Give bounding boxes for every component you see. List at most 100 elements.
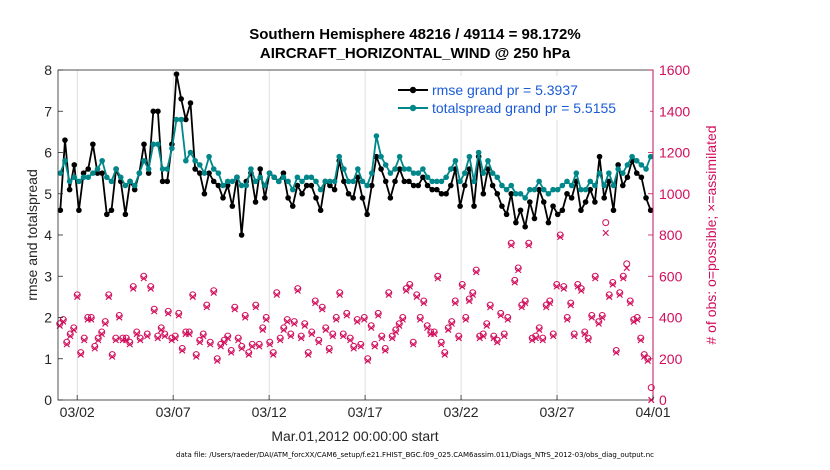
obs-assimilated-point <box>277 336 284 344</box>
totalspread-point <box>317 186 324 193</box>
obs-possible-point <box>73 291 81 299</box>
plot-area <box>58 70 653 400</box>
totalspread-point <box>513 190 519 197</box>
obs-assimilated-point <box>431 330 438 338</box>
obs-assimilated-point <box>480 332 487 340</box>
obs-assimilated-point <box>525 242 532 249</box>
obs-possible-point <box>623 260 631 268</box>
chart-subtitle: AIRCRAFT_HORIZONTAL_WIND @ 250 hPa <box>259 45 571 62</box>
obs-possible-point <box>357 340 365 348</box>
rmse-point <box>155 108 161 115</box>
obs-assimilated-point <box>536 326 543 334</box>
y2-tick-label: 1400 <box>659 103 690 119</box>
obs-possible-point <box>136 334 144 342</box>
obs-possible-point <box>588 311 596 319</box>
obs-possible-point <box>490 332 498 340</box>
rmse-point <box>150 108 157 115</box>
data-file-footer: data file: /Users/raeder/DAI/ATM_forcXX/… <box>176 451 654 459</box>
obs-possible-point <box>577 285 585 293</box>
obs-assimilated-point <box>256 343 263 350</box>
obs-possible-point <box>245 349 253 357</box>
totalspread-point <box>601 182 607 189</box>
obs-possible-point <box>196 336 204 344</box>
totalspread-point <box>127 178 133 185</box>
obs-possible-point <box>290 318 298 326</box>
obs-possible-point <box>91 342 99 350</box>
obs-assimilated-point <box>193 353 200 360</box>
y2-axis-label: # of obs: o=possible; ×=assimilated <box>703 125 719 344</box>
obs-possible-point <box>612 347 620 354</box>
rmse-point <box>499 203 505 209</box>
totalspread-point <box>443 174 449 181</box>
obs-assimilated-point <box>60 318 67 325</box>
rmse-point <box>313 195 319 201</box>
rmse-point <box>331 186 338 193</box>
obs-possible-point <box>339 330 347 338</box>
obs-possible-point <box>378 332 386 340</box>
totalspread-point <box>592 182 598 189</box>
obs-possible-point <box>441 349 449 357</box>
obs-assimilated-point <box>284 318 291 325</box>
rmse-point <box>624 174 631 181</box>
obs-possible-point <box>465 295 473 303</box>
obs-possible-point <box>427 328 435 336</box>
totalspread-point <box>313 178 319 185</box>
obs-assimilated-point <box>452 299 459 307</box>
rmse-point <box>420 174 426 181</box>
totalspread-point <box>457 178 463 185</box>
obs-possible-point <box>514 264 522 272</box>
totalspread-point <box>355 166 361 172</box>
totalspread-point <box>57 170 64 176</box>
y2-tick-label: 1600 <box>659 62 690 78</box>
obs-assimilated-point <box>494 339 501 346</box>
obs-possible-point <box>591 272 599 280</box>
rmse-point <box>396 166 403 172</box>
obs-assimilated-point <box>410 341 417 348</box>
obs-possible-point <box>185 328 193 336</box>
totalspread-point <box>99 157 105 164</box>
x-tick-label: 03/02 <box>60 404 95 420</box>
totalspread-point <box>150 141 157 148</box>
rmse-point <box>513 219 519 226</box>
legend-box <box>390 76 650 120</box>
rmse-point <box>104 211 110 218</box>
obs-possible-point <box>276 334 284 342</box>
obs-assimilated-point <box>511 279 518 286</box>
totalspread-point <box>554 186 561 193</box>
totalspread-point <box>559 182 566 189</box>
obs-assimilated-point <box>361 316 368 323</box>
rmse-point <box>587 186 594 193</box>
totalspread-point <box>206 153 212 160</box>
rmse-point <box>489 182 496 189</box>
obs-possible-point <box>59 316 67 324</box>
totalspread-point <box>429 178 435 185</box>
rmse-point <box>66 186 73 193</box>
totalspread-point <box>406 166 412 172</box>
obs-possible-point <box>259 324 267 332</box>
obs-assimilated-point <box>609 281 616 288</box>
obs-assimilated-point <box>238 345 245 352</box>
totalspread-point <box>647 153 654 160</box>
obs-assimilated-point <box>501 332 508 340</box>
obs-assimilated-point <box>263 316 270 323</box>
obs-assimilated-point <box>88 316 95 323</box>
totalspread-point <box>238 182 245 189</box>
rmse-point <box>257 166 264 172</box>
totalspread-point <box>252 178 259 185</box>
rmse-point <box>610 207 617 214</box>
totalspread-point <box>229 178 236 185</box>
obs-assimilated-point <box>508 242 515 249</box>
obs-possible-point <box>262 314 270 321</box>
obs-assimilated-point <box>158 326 165 334</box>
obs-assimilated-point <box>417 316 424 323</box>
totalspread-point <box>136 170 143 176</box>
obs-possible-point <box>493 336 501 344</box>
obs-possible-point <box>105 291 113 299</box>
obs-assimilated-point <box>179 347 186 354</box>
rmse-point <box>392 178 398 185</box>
obs-assimilated-point <box>102 320 109 327</box>
obs-possible-point <box>231 303 239 311</box>
obs-possible-point <box>189 291 197 299</box>
x-axis-label: Mar.01,2012 00:00:00 start <box>271 428 438 444</box>
